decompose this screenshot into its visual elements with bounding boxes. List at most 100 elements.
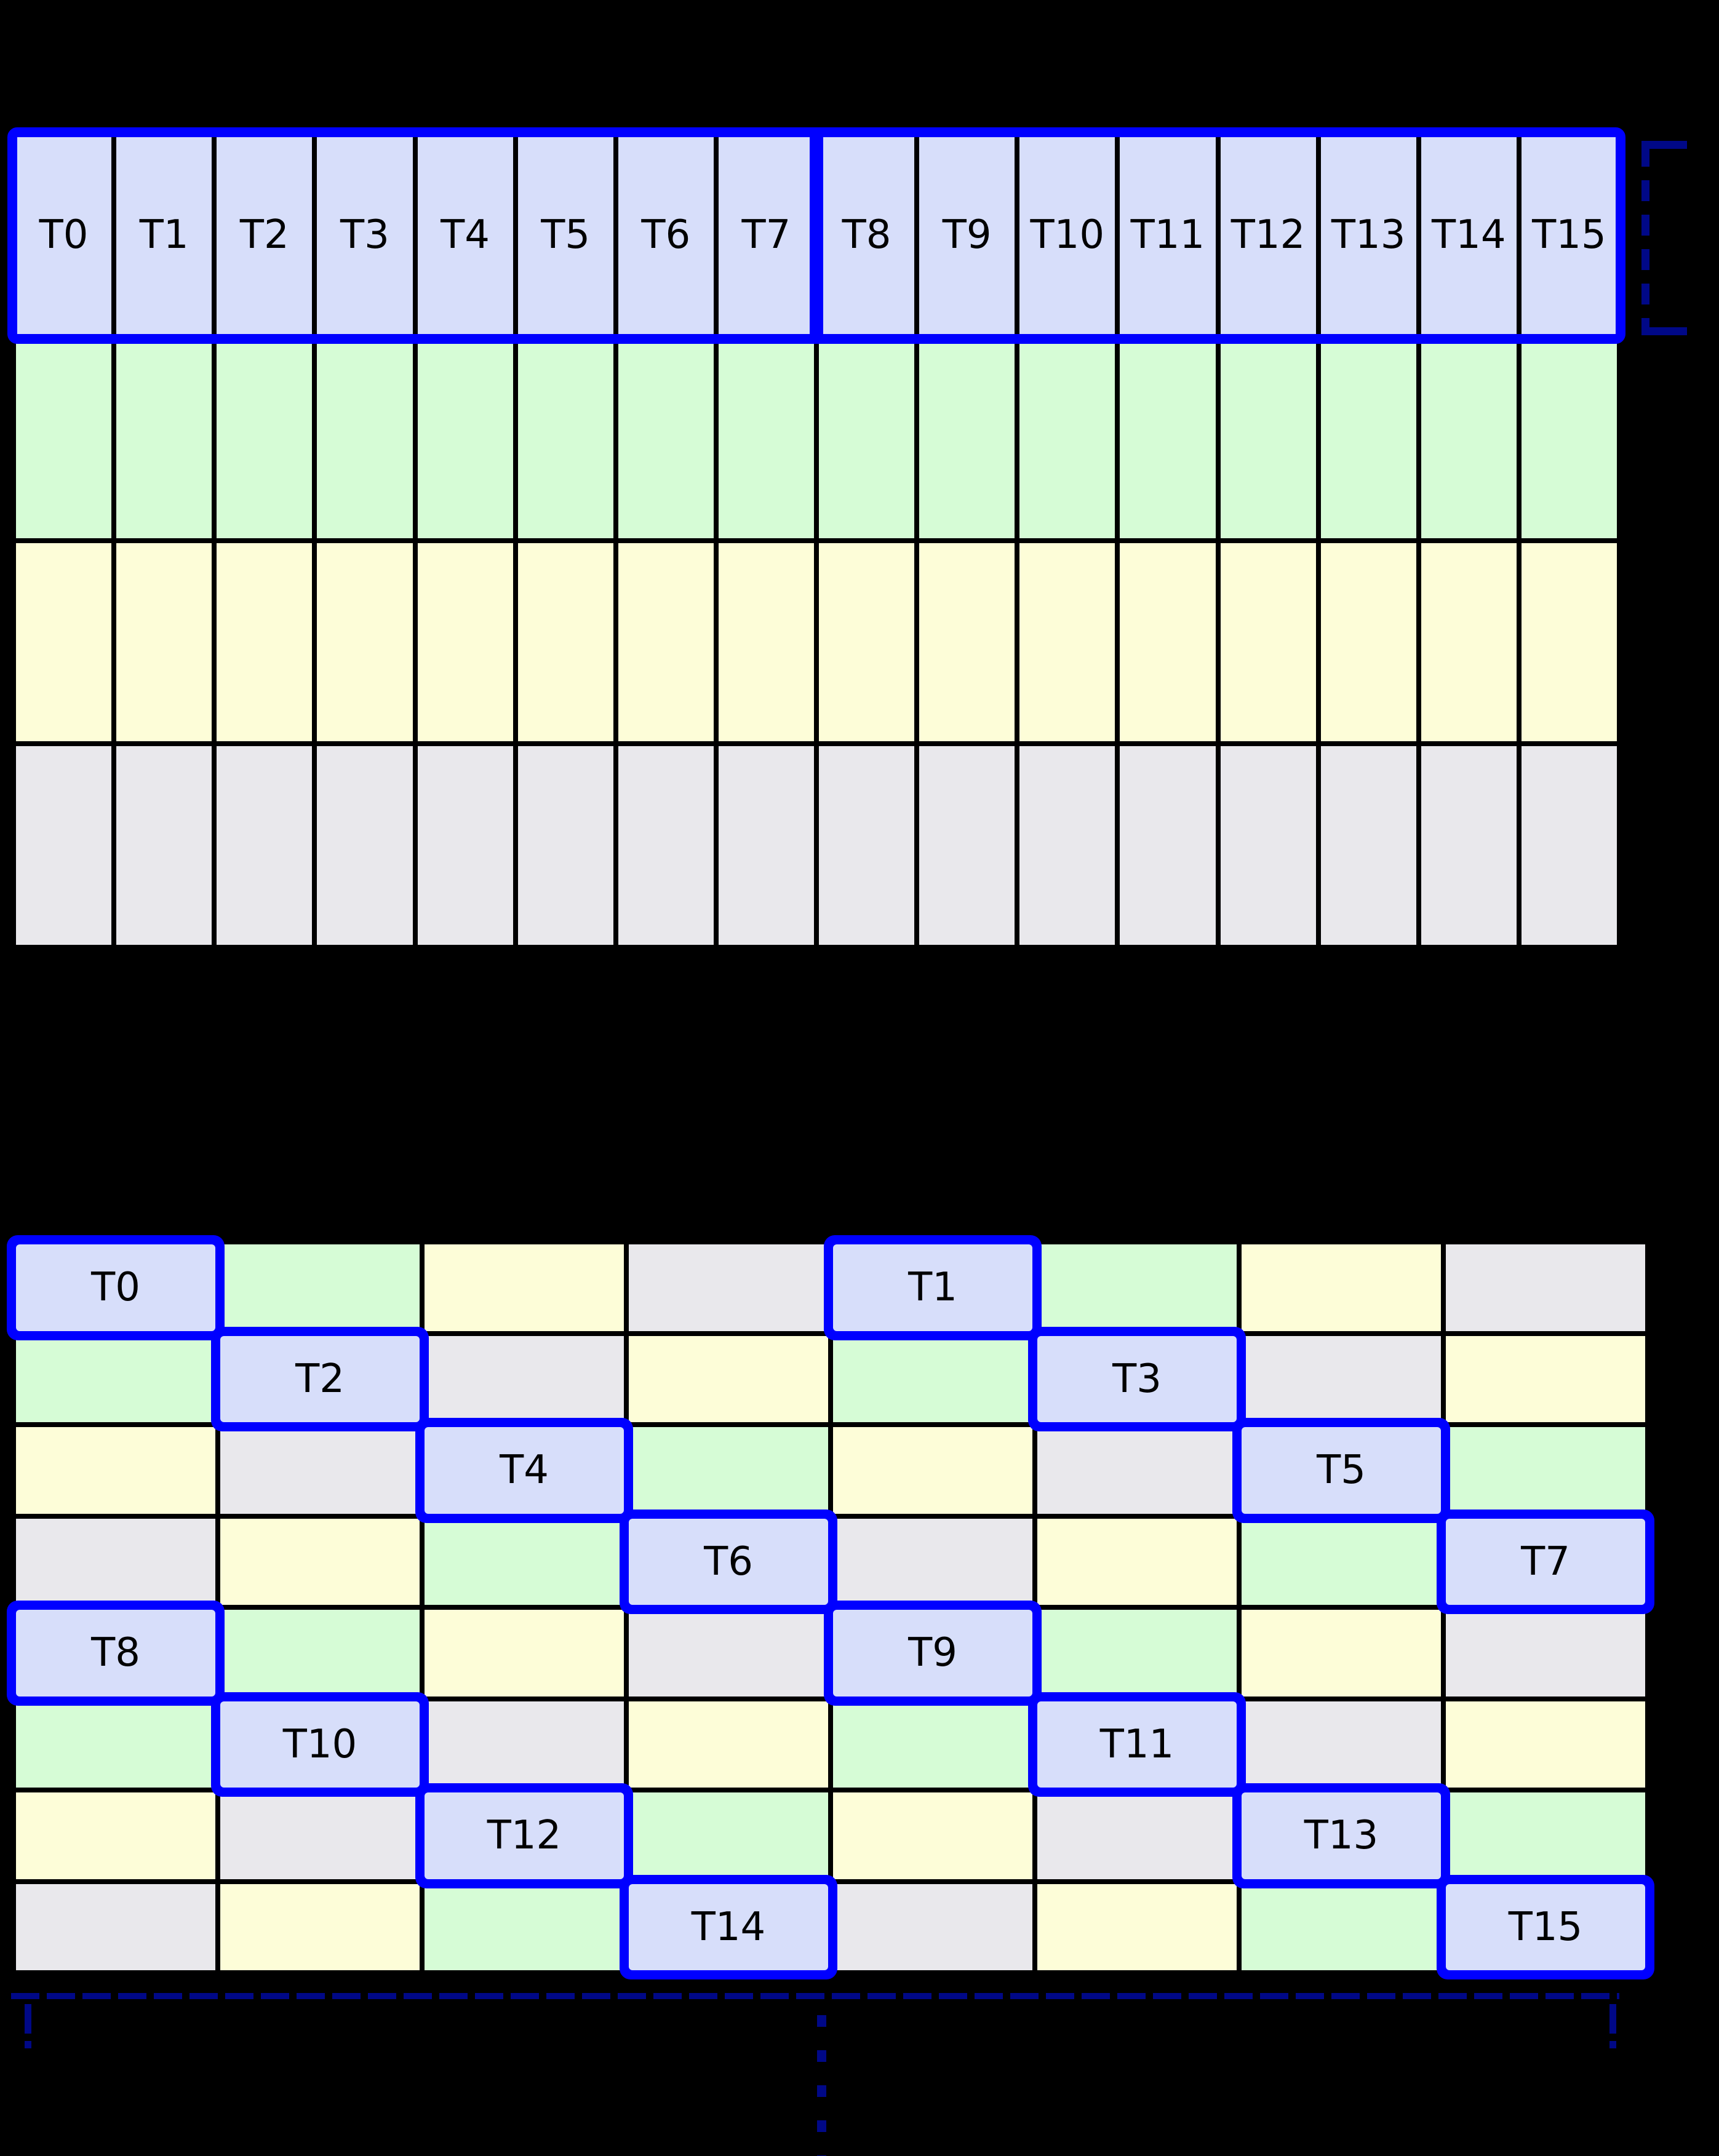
dashed-line-right-tick bbox=[1609, 2004, 1616, 2048]
bottom-grid-thread-cell: T12 bbox=[425, 1792, 624, 1879]
bottom-grid-memory-cell bbox=[833, 1792, 1032, 1879]
top-grid-memory-cell bbox=[317, 339, 413, 538]
top-grid-memory-cell bbox=[919, 339, 1015, 538]
bottom-grid-thread-cell: T15 bbox=[1446, 1884, 1645, 1970]
top-grid-thread-cell: T14 bbox=[1421, 136, 1517, 335]
top-grid-thread-cell: T7 bbox=[718, 136, 814, 335]
top-grid-memory-cell bbox=[1421, 746, 1517, 945]
top-grid-memory-cell bbox=[1320, 339, 1416, 538]
bracket-vertical-dashed-line bbox=[1641, 146, 1649, 330]
bottom-grid-memory-cell bbox=[833, 1884, 1032, 1970]
bottom-grid-memory-cell bbox=[16, 1792, 215, 1879]
bottom-grid-thread-cell: T0 bbox=[16, 1244, 215, 1331]
bottom-grid-memory-cell bbox=[1037, 1610, 1237, 1697]
bottom-grid-memory-cell bbox=[425, 1335, 624, 1422]
dashed-line-left-tick bbox=[25, 2004, 31, 2048]
bottom-grid-thread-cell: T2 bbox=[220, 1335, 420, 1422]
bottom-grid-thread-cell: T3 bbox=[1037, 1335, 1237, 1422]
top-grid-memory-cell bbox=[1521, 339, 1617, 538]
bottom-grid-memory-cell bbox=[1037, 1427, 1237, 1514]
bottom-grid-memory-cell bbox=[629, 1610, 828, 1697]
bottom-grid-thread-cell: T13 bbox=[1242, 1792, 1441, 1879]
top-grid-memory-cell bbox=[1120, 746, 1216, 945]
bottom-grid-memory-cell bbox=[16, 1518, 215, 1605]
bottom-grid-memory-cell bbox=[833, 1427, 1032, 1514]
top-grid-memory-cell bbox=[1320, 746, 1416, 945]
top-grid-memory-cell bbox=[16, 339, 112, 538]
bottom-grid-memory-cell bbox=[1242, 1610, 1441, 1697]
bottom-grid-memory-cell bbox=[1242, 1701, 1441, 1788]
bracket-top-dash bbox=[1641, 141, 1687, 149]
top-grid-memory-cell bbox=[217, 339, 313, 538]
top-grid-memory-cell bbox=[217, 746, 313, 945]
bottom-grid-thread-cell: T11 bbox=[1037, 1701, 1237, 1788]
top-grid-memory-cell bbox=[1019, 746, 1115, 945]
bottom-grid-thread-cell: T14 bbox=[629, 1884, 828, 1970]
bottom-grid-memory-cell bbox=[1242, 1884, 1441, 1970]
top-grid-memory-cell bbox=[517, 339, 613, 538]
bottom-grid-memory-cell bbox=[1242, 1244, 1441, 1331]
top-grid-memory-cell bbox=[1421, 339, 1517, 538]
top-grid-memory-cell bbox=[1521, 543, 1617, 742]
bottom-grid-memory-cell bbox=[425, 1701, 624, 1788]
bottom-grid-memory-cell bbox=[1242, 1335, 1441, 1422]
top-grid-thread-cell: T15 bbox=[1521, 136, 1617, 335]
top-grid-memory-cell bbox=[1220, 339, 1316, 538]
top-grid-memory-cell bbox=[618, 543, 714, 742]
top-grid-memory-cell bbox=[819, 746, 915, 945]
bottom-grid-memory-cell bbox=[833, 1701, 1032, 1788]
top-grid-memory-cell bbox=[1019, 339, 1115, 538]
top-grid-memory-cell bbox=[417, 746, 513, 945]
bottom-grid-memory-cell bbox=[16, 1427, 215, 1514]
top-grid-memory-cell bbox=[317, 746, 413, 945]
grid-width-dashed-line bbox=[11, 1993, 1619, 1999]
bottom-grid-memory-cell bbox=[629, 1701, 828, 1788]
top-grid-memory-cell bbox=[217, 543, 313, 742]
bottom-grid-memory-cell bbox=[833, 1518, 1032, 1605]
top-grid-memory-cell bbox=[116, 543, 212, 742]
bottom-grid-memory-cell bbox=[629, 1792, 828, 1879]
bottom-grid-memory-cell bbox=[1037, 1884, 1237, 1970]
top-grid-memory-cell bbox=[1220, 746, 1316, 945]
top-grid-memory-cell bbox=[16, 746, 112, 945]
bottom-grid-memory-cell bbox=[220, 1792, 420, 1879]
bottom-grid-memory-cell bbox=[1037, 1244, 1237, 1331]
bottom-grid-thread-cell: T7 bbox=[1446, 1518, 1645, 1605]
top-grid-thread-cell: T10 bbox=[1019, 136, 1115, 335]
top-grid-memory-cell bbox=[517, 746, 613, 945]
top-grid-memory-cell bbox=[16, 543, 112, 742]
top-grid-memory-cell bbox=[919, 746, 1015, 945]
bottom-grid-memory-cell bbox=[220, 1244, 420, 1331]
top-grid-memory-cell bbox=[417, 339, 513, 538]
bottom-grid-memory-cell bbox=[220, 1427, 420, 1514]
bottom-grid-memory-cell bbox=[1446, 1244, 1645, 1331]
top-grid-memory-cell bbox=[116, 339, 212, 538]
top-grid-memory-cell bbox=[116, 746, 212, 945]
top-grid-memory-cell bbox=[819, 339, 915, 538]
top-grid-thread-cell: T5 bbox=[517, 136, 613, 335]
bottom-grid-memory-cell bbox=[629, 1427, 828, 1514]
bottom-grid-thread-cell: T10 bbox=[220, 1701, 420, 1788]
top-grid-memory-cell bbox=[718, 746, 814, 945]
top-grid-memory-cell bbox=[819, 543, 915, 742]
bottom-grid-memory-cell bbox=[16, 1884, 215, 1970]
bottom-grid-thread-cell: T1 bbox=[833, 1244, 1032, 1331]
top-grid-thread-cell: T12 bbox=[1220, 136, 1316, 335]
bottom-grid-thread-cell: T6 bbox=[629, 1518, 828, 1605]
bottom-grid-memory-cell bbox=[629, 1335, 828, 1422]
bottom-grid-memory-cell bbox=[220, 1610, 420, 1697]
top-grid-thread-cell: T8 bbox=[819, 136, 915, 335]
bottom-grid-memory-cell bbox=[425, 1244, 624, 1331]
bottom-grid: T0 T1 T2 T3 T4 T5 T6 T7 T8 T9 T10 T11 T12 T13 T14 T15 bbox=[11, 1239, 1650, 1975]
bottom-grid-memory-cell bbox=[425, 1518, 624, 1605]
top-grid-thread-cell: T2 bbox=[217, 136, 313, 335]
bottom-grid-memory-cell bbox=[425, 1610, 624, 1697]
top-grid-thread-cell: T3 bbox=[317, 136, 413, 335]
top-grid-memory-cell bbox=[1019, 543, 1115, 742]
continuation-ellipsis-dots bbox=[817, 2015, 826, 2156]
bottom-grid-memory-cell bbox=[1446, 1701, 1645, 1788]
top-grid-memory-cell bbox=[1320, 543, 1416, 742]
top-grid-memory-cell bbox=[1521, 746, 1617, 945]
bottom-grid-memory-cell bbox=[1446, 1427, 1645, 1514]
row-height-bracket bbox=[1641, 141, 1687, 335]
